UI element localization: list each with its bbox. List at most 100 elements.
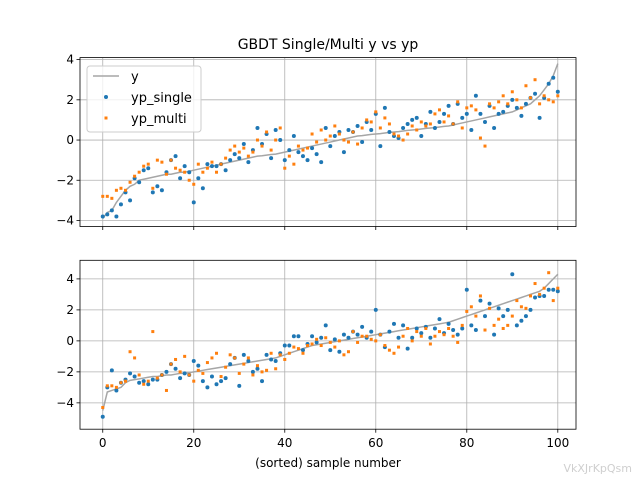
point-yp-multi	[215, 351, 219, 355]
point-yp-single	[373, 307, 378, 312]
point-yp-multi	[383, 116, 387, 120]
point-yp-single	[159, 188, 164, 193]
point-yp-single	[314, 152, 319, 157]
point-yp-single	[360, 324, 365, 329]
point-yp-multi	[228, 353, 232, 357]
watermark: VkXJrKpQsm	[564, 462, 633, 475]
point-yp-multi	[369, 337, 373, 341]
point-yp-multi	[397, 134, 401, 138]
point-yp-multi	[224, 156, 228, 160]
point-yp-multi	[456, 100, 460, 104]
point-yp-single	[132, 374, 137, 379]
point-yp-single	[401, 125, 406, 130]
point-yp-multi	[205, 361, 209, 365]
point-yp-single	[464, 111, 469, 116]
point-yp-multi	[192, 182, 196, 186]
point-yp-single	[291, 134, 296, 139]
point-yp-multi	[255, 364, 259, 368]
point-yp-single	[164, 369, 169, 374]
point-yp-single	[523, 314, 528, 319]
point-yp-multi	[333, 124, 337, 128]
point-yp-multi	[346, 140, 350, 144]
point-yp-multi	[547, 271, 551, 275]
point-yp-single	[150, 190, 155, 195]
point-yp-single	[237, 383, 242, 388]
point-yp-multi	[401, 138, 405, 142]
point-yp-multi	[142, 164, 146, 168]
point-yp-multi	[114, 385, 118, 389]
point-yp-multi	[196, 162, 200, 166]
point-yp-multi	[397, 345, 401, 349]
point-yp-multi	[124, 379, 128, 383]
point-yp-multi	[310, 342, 314, 346]
point-yp-single	[319, 335, 324, 340]
point-yp-multi	[119, 381, 123, 385]
point-yp-multi	[542, 94, 546, 98]
point-yp-multi	[387, 348, 391, 352]
point-yp-multi	[469, 104, 473, 108]
point-yp-single	[337, 349, 342, 354]
point-yp-single	[501, 314, 506, 319]
point-yp-single	[496, 306, 501, 311]
point-yp-multi	[105, 384, 109, 388]
point-yp-single	[128, 198, 133, 203]
point-yp-multi	[219, 162, 223, 166]
point-yp-single	[273, 127, 278, 132]
point-yp-single	[250, 369, 255, 374]
point-yp-single	[428, 109, 433, 114]
point-yp-single	[105, 212, 110, 217]
point-yp-single	[146, 382, 151, 387]
point-yp-single	[510, 97, 515, 102]
point-yp-multi	[406, 132, 410, 136]
point-yp-multi	[146, 162, 150, 166]
point-yp-single	[310, 146, 315, 151]
point-yp-multi	[224, 365, 228, 369]
point-yp-multi	[237, 150, 241, 154]
point-yp-single	[173, 366, 178, 371]
point-yp-single	[328, 144, 333, 149]
point-yp-multi	[401, 334, 405, 338]
point-yp-multi	[119, 186, 123, 190]
legend-label-yp-multi: yp_multi	[131, 112, 187, 127]
point-yp-multi	[478, 136, 482, 140]
point-yp-single	[232, 152, 237, 157]
point-yp-multi	[442, 333, 446, 337]
point-yp-single	[196, 176, 201, 181]
point-yp-multi	[278, 353, 282, 357]
point-yp-single	[555, 89, 560, 94]
point-yp-multi	[133, 356, 137, 360]
point-yp-multi	[447, 326, 451, 330]
point-yp-multi	[506, 102, 510, 106]
point-yp-multi	[392, 132, 396, 136]
point-yp-single	[473, 328, 478, 333]
point-yp-single	[323, 125, 328, 130]
point-yp-single	[241, 142, 246, 147]
x-tick-label: 20	[186, 436, 201, 450]
point-yp-single	[196, 363, 201, 368]
point-yp-single	[246, 359, 251, 364]
point-yp-multi	[460, 126, 464, 130]
point-yp-multi	[456, 340, 460, 344]
point-yp-single	[496, 111, 501, 116]
point-yp-single	[191, 359, 196, 364]
point-yp-multi	[296, 347, 300, 351]
point-yp-multi	[328, 134, 332, 138]
point-yp-single	[114, 214, 119, 219]
point-yp-single	[346, 335, 351, 340]
point-yp-single	[382, 105, 387, 110]
point-yp-multi	[151, 330, 155, 334]
point-yp-single	[205, 162, 210, 167]
point-yp-single	[328, 348, 333, 353]
point-yp-single	[241, 352, 246, 357]
point-yp-single	[537, 115, 542, 120]
point-yp-multi	[233, 144, 237, 148]
point-yp-multi	[360, 334, 364, 338]
point-yp-multi	[114, 188, 118, 192]
point-yp-single	[223, 168, 228, 173]
point-yp-single	[255, 366, 260, 371]
point-yp-multi	[506, 323, 510, 327]
legend: y yp_single yp_multi	[86, 65, 202, 133]
point-yp-single	[451, 328, 456, 333]
point-yp-multi	[474, 108, 478, 112]
